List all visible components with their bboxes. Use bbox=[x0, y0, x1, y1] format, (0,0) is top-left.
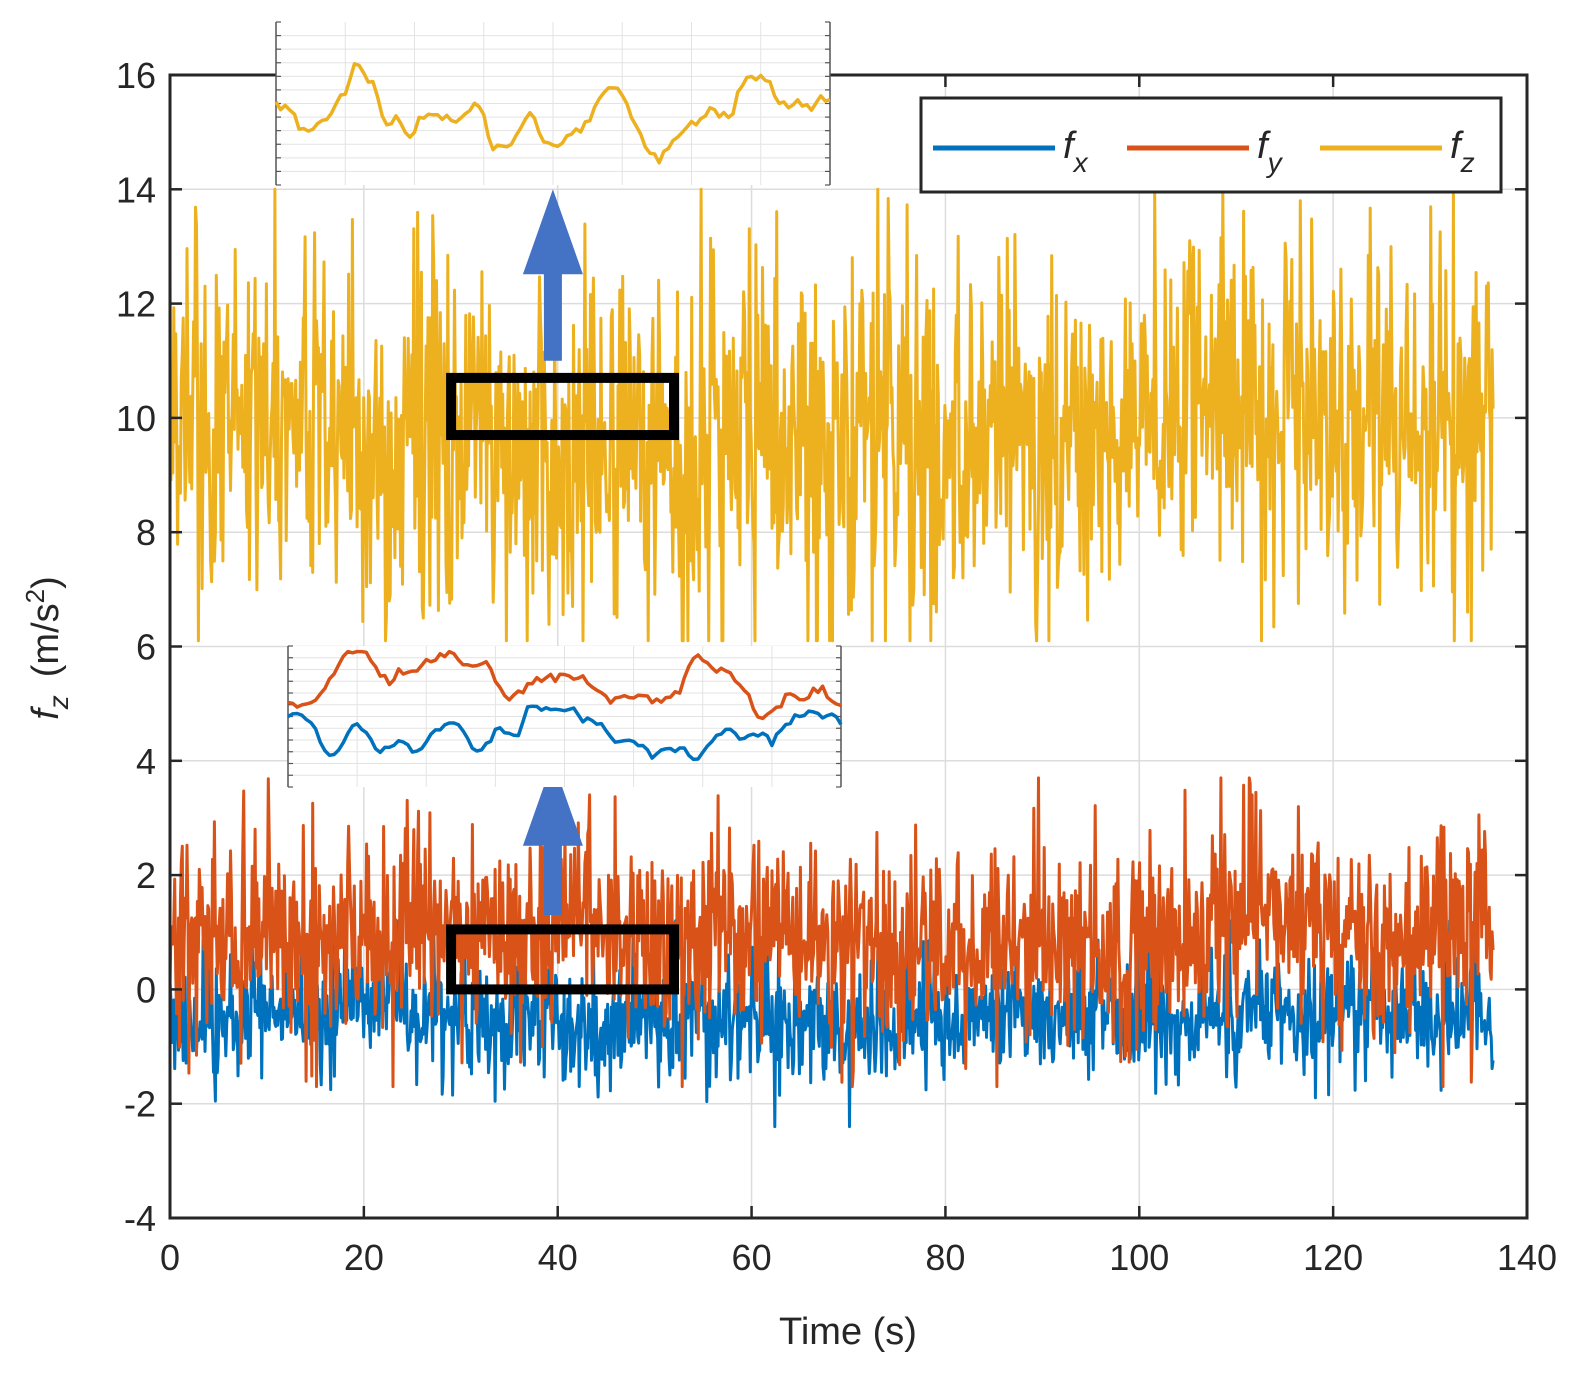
y-tick-label-3: 2 bbox=[136, 855, 156, 896]
svg-text:fz(m/s2): fz (m/s2) bbox=[20, 576, 74, 720]
legend-label-fy-sub: y bbox=[1266, 147, 1284, 178]
x-axis-title: Time (s) bbox=[779, 1311, 917, 1353]
legend-label-fz-base: f bbox=[1450, 125, 1464, 167]
x-tick-label-2: 40 bbox=[538, 1237, 578, 1278]
y-tick-label-5: 6 bbox=[136, 627, 156, 668]
y-tick-label-7: 10 bbox=[116, 398, 156, 439]
y-axis-title-base: f bbox=[25, 706, 67, 720]
x-tick-label-3: 60 bbox=[732, 1237, 772, 1278]
legend-box bbox=[919, 96, 1503, 194]
series-lines bbox=[168, 187, 1495, 1129]
y-axis-title-sub: z bbox=[43, 695, 74, 710]
legend-label-fx: fx bbox=[1063, 125, 1089, 178]
y-tick-label-9: 14 bbox=[116, 169, 156, 210]
legend-label-fy: fy bbox=[1257, 125, 1284, 178]
inset-fz-zoom bbox=[274, 21, 831, 186]
zoom-annotations bbox=[446, 189, 680, 995]
axes: 0 20 40 60 80 100 120 140 -4 -2 0 2 4 6 8 10 12 14 16 bbox=[116, 55, 1557, 1278]
x-tick-label-5: 100 bbox=[1109, 1237, 1169, 1278]
zoom-arrow-0 bbox=[522, 189, 583, 361]
x-tick-label-6: 120 bbox=[1303, 1237, 1363, 1278]
legend-label-fz: fz bbox=[1450, 125, 1475, 178]
inset-top-line-fz bbox=[274, 62, 831, 165]
y-tick-label-0: -4 bbox=[124, 1198, 156, 1239]
series-line-fy bbox=[168, 776, 1495, 1089]
y-axis-title-units-end: ) bbox=[25, 576, 67, 589]
zoom-box-f_z bbox=[446, 372, 680, 441]
y-tick-label-10: 16 bbox=[116, 55, 156, 96]
y-axis-title-units: (m/s bbox=[25, 603, 67, 677]
x-tick-label-7: 140 bbox=[1497, 1237, 1557, 1278]
zoom-arrow-1 bbox=[522, 760, 583, 916]
legend-label-fy-base: f bbox=[1257, 125, 1271, 167]
series-line-fz bbox=[168, 187, 1495, 643]
y-tick-label-2: 0 bbox=[136, 969, 156, 1010]
y-axis-title-units-sup: 2 bbox=[20, 589, 50, 603]
x-tick-label-0: 0 bbox=[160, 1237, 180, 1278]
y-tick-label-1: -2 bbox=[124, 1084, 156, 1125]
x-tick-label-4: 80 bbox=[925, 1237, 965, 1278]
zoom-box-f_x-f_y bbox=[446, 924, 680, 995]
inset-bottom-line-fy bbox=[287, 649, 842, 721]
inset-fx-fy-zoom bbox=[287, 645, 843, 788]
legend: fx fy fz bbox=[919, 96, 1503, 194]
x-tick-label-1: 20 bbox=[344, 1237, 384, 1278]
y-tick-label-6: 8 bbox=[136, 512, 156, 553]
y-tick-label-8: 12 bbox=[116, 284, 156, 325]
inset-bottom-line-fx bbox=[287, 704, 843, 762]
legend-label-fx-base: f bbox=[1063, 125, 1077, 167]
y-axis-title: fz (m/s2) bbox=[20, 576, 74, 720]
legend-label-fx-sub: x bbox=[1072, 147, 1089, 178]
legend-label-fz-sub: z bbox=[1460, 147, 1475, 178]
y-tick-label-4: 4 bbox=[136, 741, 156, 782]
